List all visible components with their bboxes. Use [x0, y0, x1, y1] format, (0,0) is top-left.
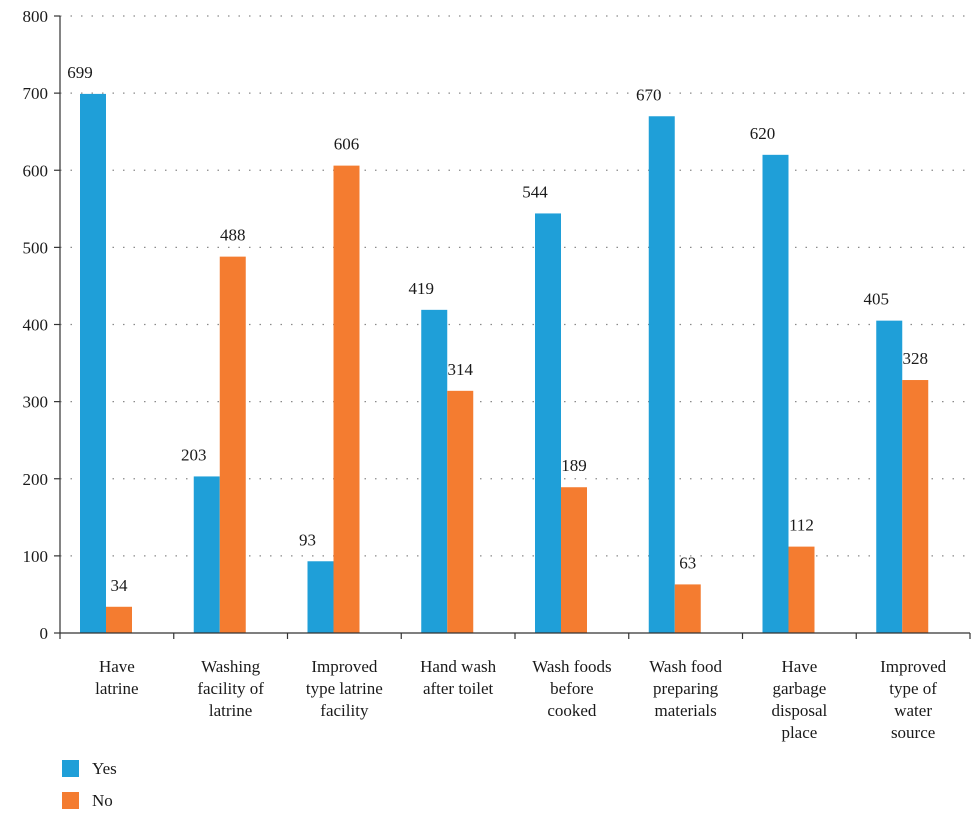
bar-no: [902, 380, 929, 633]
bar-no: [333, 165, 360, 633]
y-tick-label: 400: [23, 316, 49, 335]
data-label: 670: [636, 85, 662, 104]
bar-yes: [535, 213, 561, 633]
data-label: 63: [679, 553, 696, 572]
x-tick-label: Improved type latrine facility: [306, 657, 383, 720]
data-label: 34: [111, 576, 129, 595]
bar-yes: [648, 116, 675, 633]
data-label: 93: [299, 530, 316, 549]
legend-swatch: [62, 792, 79, 809]
bar-yes: [80, 93, 106, 634]
legend-swatch: [62, 760, 79, 777]
data-label: 203: [181, 445, 207, 464]
data-label: 488: [220, 226, 246, 245]
axes: 0 100 200 300 400 500 600 700 800 Have latrine Wash…: [23, 7, 971, 742]
y-tick-label: 300: [23, 393, 49, 412]
y-tick-label: 500: [23, 238, 49, 257]
data-label: 328: [903, 349, 929, 368]
x-tick-label: Improved type of water source: [880, 657, 947, 742]
y-tick-label: 100: [23, 547, 49, 566]
bar-no: [106, 606, 132, 633]
grid-lines: [60, 15, 970, 557]
x-tick-label: Hand wash after toilet: [420, 657, 497, 698]
x-tick-label: Wash foods before cooked: [532, 657, 611, 720]
bar-no: [561, 487, 587, 633]
bar-yes: [876, 320, 903, 633]
data-label: 606: [334, 135, 360, 154]
x-tick-label: Have latrine: [95, 657, 138, 698]
bar-yes: [307, 561, 334, 633]
y-tick-label: 200: [23, 470, 49, 489]
data-label: 112: [789, 516, 814, 535]
data-label: 544: [522, 182, 548, 201]
bar-no: [674, 584, 701, 633]
legend-label: No: [92, 791, 113, 810]
legend: Yes No: [62, 759, 117, 810]
bar-no: [788, 546, 815, 633]
legend-label: Yes: [92, 759, 117, 778]
bar-no: [219, 256, 246, 633]
data-label: 620: [750, 124, 776, 143]
data-label: 189: [561, 456, 587, 475]
y-tick-label: 0: [40, 624, 49, 643]
x-tick-label: Washing facility of latrine: [197, 657, 264, 720]
bars: [80, 93, 929, 634]
y-tick-label: 800: [23, 7, 49, 26]
data-label: 699: [67, 63, 93, 82]
data-label: 314: [448, 360, 474, 379]
bar-yes: [762, 154, 789, 633]
data-labels: 699 203 93 419 544 670 620 405 34 488 606 314 189 63 1…: [67, 63, 928, 595]
bar-no: [447, 390, 474, 633]
bar-yes: [421, 309, 448, 633]
bar-yes: [193, 476, 220, 633]
x-tick-label: Wash food preparing materials: [649, 657, 722, 720]
x-tick-label: Have garbage disposal place: [772, 657, 828, 742]
data-label: 405: [864, 290, 890, 309]
data-label: 419: [409, 279, 435, 298]
y-tick-label: 600: [23, 161, 49, 180]
y-tick-label: 700: [23, 84, 49, 103]
